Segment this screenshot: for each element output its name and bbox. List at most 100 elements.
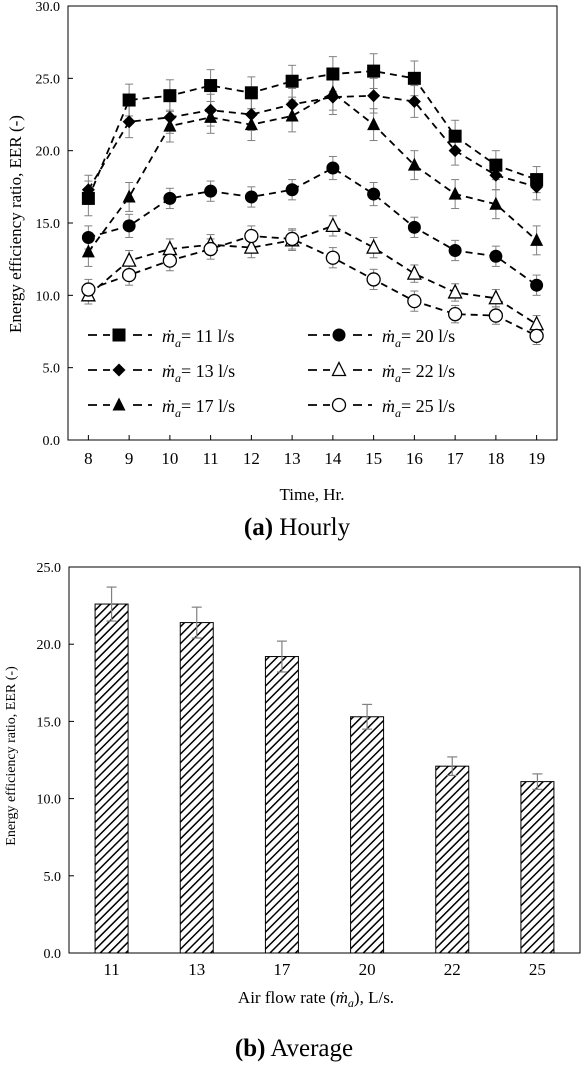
bar-22 — [435, 765, 470, 954]
data-point-triangle — [367, 117, 381, 131]
y-tick-label: 5.0 — [44, 870, 62, 885]
panel-b-plot-frame — [68, 566, 581, 954]
panel-b-error-bars — [106, 586, 543, 790]
x-tick-label: 20 — [359, 960, 376, 979]
legend-label: ṁa= 20 l/s — [382, 326, 455, 350]
data-point-circle-open — [121, 267, 137, 283]
data-point-circle — [122, 219, 136, 233]
x-tick-label: 18 — [487, 449, 504, 468]
y-tick-label: 15.0 — [36, 217, 61, 232]
data-point-circle — [285, 183, 299, 197]
panel-a-x-axis-title: Time, Hr. — [279, 485, 344, 504]
series-line-1 — [87, 94, 537, 191]
panel-a-series-markers — [80, 64, 545, 343]
x-tick-label: 13 — [284, 449, 301, 468]
data-point-circle — [489, 249, 503, 263]
data-point-circle-open — [366, 272, 381, 287]
data-point-circle — [81, 230, 95, 244]
legend-label: ṁa= 11 l/s — [162, 326, 235, 350]
data-point-diamond — [285, 97, 299, 111]
legend-marker-triangle — [112, 397, 126, 411]
y-tick-label: 25.0 — [37, 561, 62, 576]
x-tick-label: 17 — [273, 960, 291, 979]
panel-a-y-axis-title: Energy efficiency ratio, EER (-) — [6, 115, 25, 333]
legend-marker-diamond — [112, 363, 126, 377]
data-point-triangle-open — [406, 264, 422, 280]
data-point-triangle — [489, 196, 503, 210]
x-tick-label: 13 — [188, 960, 205, 979]
data-point-triangle — [204, 109, 218, 123]
data-point-diamond — [163, 110, 177, 124]
data-point-circle-open — [81, 282, 96, 297]
x-tick-label: 16 — [406, 449, 423, 468]
y-tick-label: 5.0 — [43, 362, 61, 377]
data-point-diamond — [244, 108, 258, 121]
y-tick-label: 25.0 — [36, 72, 61, 87]
data-point-triangle-open — [529, 315, 545, 331]
data-point-triangle — [530, 232, 544, 246]
data-point-circle — [326, 161, 340, 175]
x-tick-label: 17 — [447, 449, 465, 468]
bar-17 — [264, 656, 299, 954]
data-point-circle-open — [244, 228, 259, 244]
legend-item-3: ṁa= 20 l/s — [308, 326, 455, 350]
x-tick-label: 12 — [243, 449, 260, 468]
panel-a-legend: ṁa= 11 l/s ṁa= 20 l/s ṁa= 13 l/s ṁa= 22 l/s… — [88, 326, 455, 420]
bar-20 — [350, 716, 385, 954]
data-point-triangle-open — [447, 283, 463, 299]
x-tick-label: 8 — [84, 449, 93, 468]
panel-b-bars — [94, 603, 555, 954]
data-point-triangle — [81, 244, 95, 258]
data-point-triangle — [122, 189, 136, 203]
data-point-square — [326, 67, 340, 81]
data-point-diamond — [530, 180, 544, 194]
x-tick-label: 14 — [324, 449, 342, 468]
data-point-triangle-open — [325, 216, 341, 233]
panel-b-average-chart: 0.0 5.0 10.0 15.0 20.0 25.0 11 13 17 20 22 25 Ener… — [4, 561, 581, 1062]
data-point-square — [530, 173, 544, 187]
legend-label: ṁa= 22 l/s — [382, 361, 455, 385]
panel-b-caption: (b) Average — [235, 1035, 353, 1062]
panel-b-x-tick-labels: 11 13 17 20 22 25 — [103, 960, 546, 979]
series-line-5 — [88, 235, 538, 337]
data-point-square — [285, 74, 299, 88]
data-point-circle — [367, 187, 381, 201]
series-line-2 — [87, 91, 538, 253]
y-tick-label: 30.0 — [36, 0, 61, 15]
panel-a-caption: (a) Hourly — [244, 514, 351, 541]
data-point-circle — [530, 278, 544, 292]
legend-marker-circle — [332, 328, 346, 342]
y-tick-label: 20.0 — [37, 638, 62, 653]
panel-a-x-tick-labels: 8 9 10 11 12 13 14 15 16 17 18 19 — [84, 449, 545, 468]
data-point-square — [163, 89, 177, 103]
x-tick-label: 25 — [529, 960, 546, 979]
panel-a-plot-frame — [67, 5, 558, 441]
legend-item-0: ṁa= 11 l/s — [88, 326, 235, 350]
y-tick-label: 10.0 — [37, 793, 62, 808]
legend-item-5: ṁa= 25 l/s — [308, 396, 455, 420]
y-tick-label: 20.0 — [36, 145, 61, 160]
panel-a-series-lines — [87, 70, 538, 337]
data-point-square — [122, 93, 136, 107]
legend-marker-circle-open — [331, 397, 347, 413]
data-point-triangle — [448, 186, 462, 200]
x-tick-label: 22 — [444, 960, 461, 979]
x-tick-label: 15 — [365, 449, 382, 468]
data-point-circle — [163, 191, 177, 205]
data-point-circle-open — [325, 250, 341, 265]
bar-13 — [179, 622, 214, 954]
series-line-4 — [87, 224, 538, 326]
data-point-circle-open — [284, 231, 300, 247]
data-point-triangle — [244, 117, 258, 131]
data-point-triangle-open — [366, 238, 382, 254]
y-tick-label: 0.0 — [44, 947, 62, 962]
x-tick-label: 9 — [125, 449, 134, 468]
data-point-circle — [448, 243, 462, 257]
data-point-square — [204, 79, 218, 93]
data-point-diamond — [407, 94, 421, 108]
panel-b-y-tick-labels: 0.0 5.0 10.0 15.0 20.0 25.0 — [37, 561, 62, 962]
data-point-circle — [244, 190, 258, 204]
panel-b-x-axis-title: Air flow rate (ṁa), L/s. — [238, 988, 394, 1010]
panel-a-hourly-chart: 0.0 5.0 10.0 15.0 20.0 25.0 30.0 8 9 10 11 12 13 14 1… — [6, 0, 558, 541]
